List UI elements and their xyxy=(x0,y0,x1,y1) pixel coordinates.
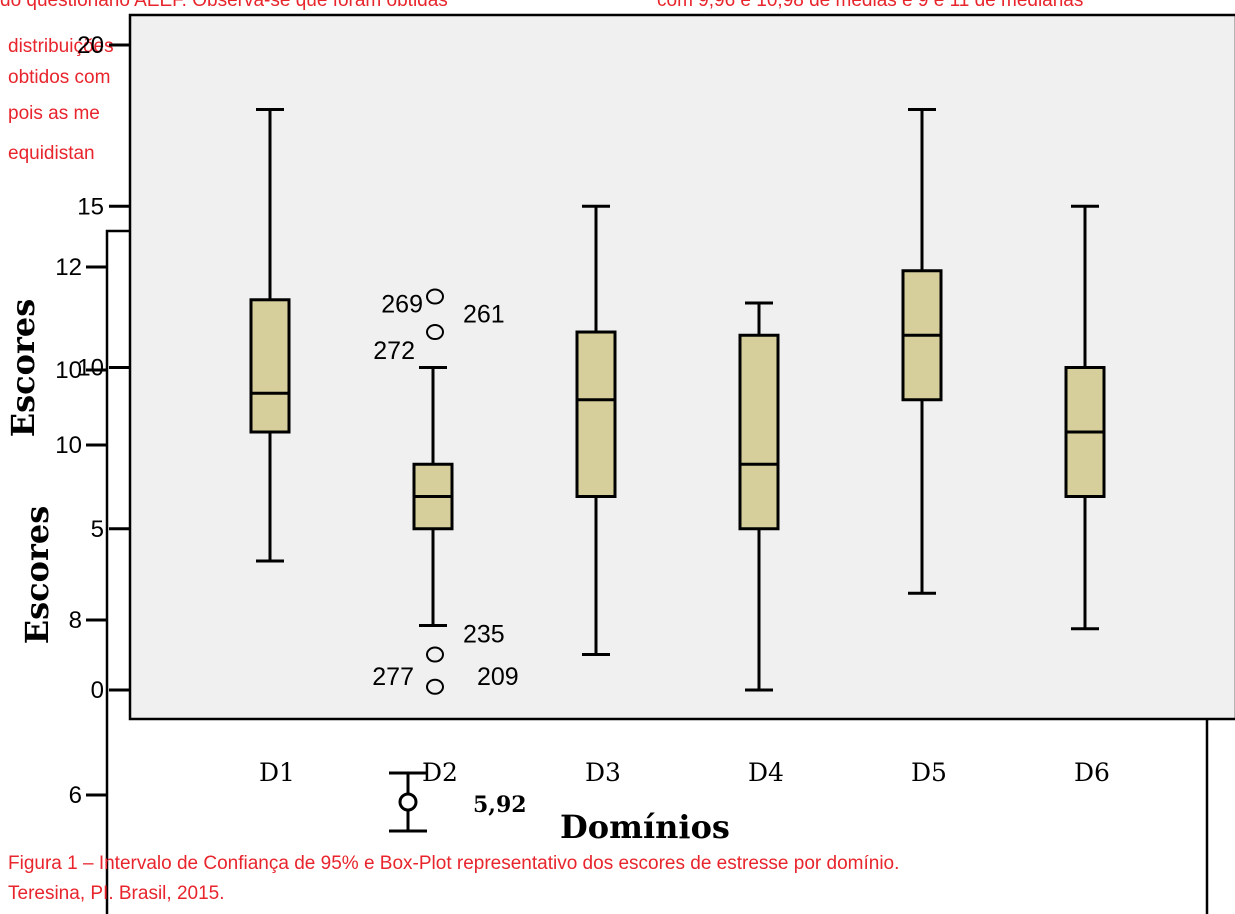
body-text-line-0-left: do questionário AEEF. Observa-se que for… xyxy=(0,0,448,11)
figure-caption-line-1: Figura 1 – Intervalo de Confiança de 95%… xyxy=(8,853,900,874)
x-tick-label-d3: D3 xyxy=(585,758,621,787)
body-text-line-2: obtidos com xyxy=(8,67,111,88)
figure-caption-line-2: Teresina, PI. Brasil, 2015. xyxy=(8,883,225,904)
box-d2 xyxy=(412,366,454,627)
outlier-point xyxy=(426,324,444,341)
boxplot-x-axis-label: Domínios xyxy=(560,808,730,846)
outlier-label: 277 xyxy=(372,663,414,691)
x-tick-label-d1: D1 xyxy=(259,758,295,787)
interquartile-box xyxy=(249,298,291,434)
boxplot-y-axis-label: Escores xyxy=(4,299,42,437)
box-d6 xyxy=(1064,204,1106,631)
box-d4 xyxy=(738,301,780,692)
interquartile-box xyxy=(738,333,780,531)
box-d5 xyxy=(901,108,943,595)
errorbar-point-d2: 5,92 xyxy=(389,771,527,833)
x-tick-label-d5: D5 xyxy=(911,758,947,787)
boxplot-y-tick-label: 0 xyxy=(91,677,104,704)
outlier-label: 209 xyxy=(477,663,519,691)
outlier-label: 235 xyxy=(463,621,505,649)
interquartile-box xyxy=(575,330,617,498)
body-text-line-0-right: com 9,96 e 10,98 de médias e 9 e 11 de m… xyxy=(657,0,1084,11)
body-text-line-3: pois as me xyxy=(8,103,100,124)
x-tick-label-d4: D4 xyxy=(748,758,784,787)
boxplot-outliers: 269 261 272 235 277 209 xyxy=(372,288,519,695)
errorbar-y-tick-label: 12 xyxy=(55,254,82,281)
outlier-label: 261 xyxy=(463,301,505,329)
mean-marker xyxy=(398,792,418,812)
boxplot-y-tick-label: 15 xyxy=(77,193,104,220)
boxplot-y-tick-label: 10 xyxy=(77,355,104,382)
errorbar-points: 5,92 xyxy=(389,771,527,833)
boxplot-boxes xyxy=(249,108,1106,692)
box-d3 xyxy=(575,204,617,657)
outlier-point xyxy=(426,288,444,305)
errorbar-y-tick-label: 10 xyxy=(55,432,82,459)
outlier-point xyxy=(426,646,444,663)
x-tick-label-d6: D6 xyxy=(1074,758,1110,787)
x-tick-label-d2: D2 xyxy=(422,758,458,787)
boxplot-y-tick-label: 20 xyxy=(77,32,104,59)
outlier-label: 272 xyxy=(373,337,415,365)
outlier-label: 269 xyxy=(381,291,423,319)
boxplot-y-axis: 0 5 10 15 20 xyxy=(77,32,130,704)
outlier-point xyxy=(426,678,444,695)
boxplot-y-tick-label: 5 xyxy=(91,516,104,543)
mean-value-label: 5,92 xyxy=(473,792,527,818)
errorbar-y-tick-label: 8 xyxy=(69,607,82,634)
errorbar-y-tick-label: 6 xyxy=(69,782,82,809)
boxplot-panel xyxy=(128,13,1235,721)
errorbar-y-tick-label: 10 xyxy=(55,357,82,384)
errorbar-y-axis-label: Escores xyxy=(18,506,56,644)
body-text-line-1: distribuições xyxy=(8,36,114,57)
body-text-line-4: equidistan xyxy=(8,143,95,164)
box-d1 xyxy=(249,108,291,563)
boxplot-x-axis: D1 D2 D3 D4 D5 D6 xyxy=(259,758,1110,787)
